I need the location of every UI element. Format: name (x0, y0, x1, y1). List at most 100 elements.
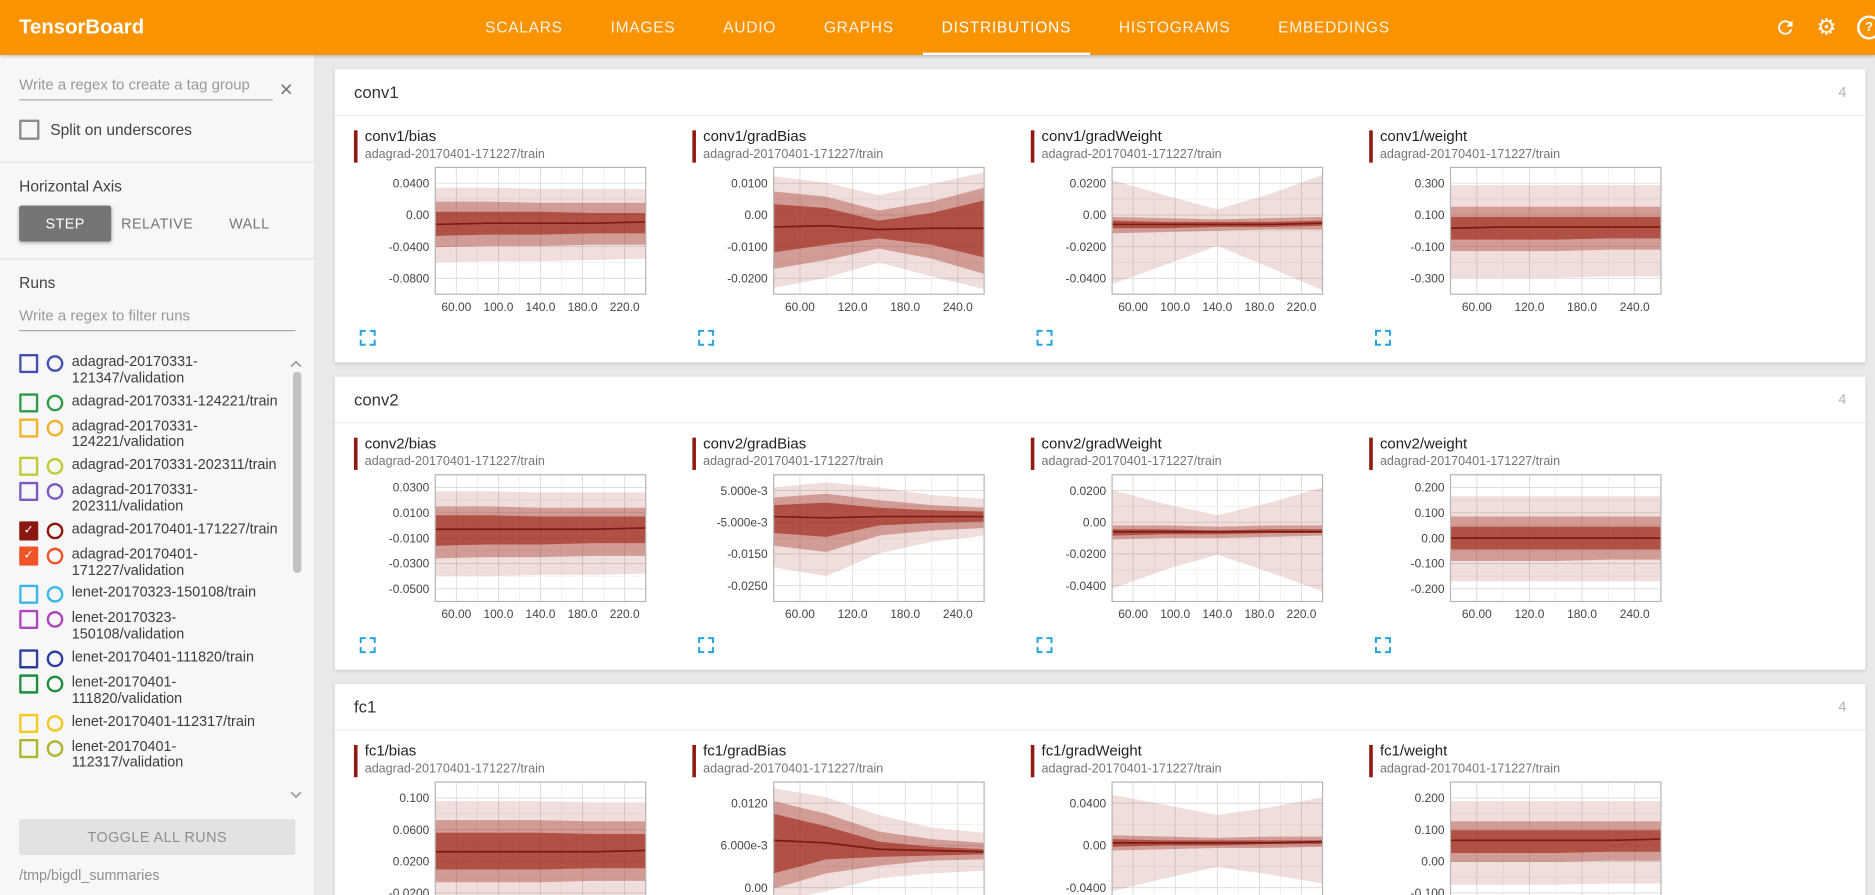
run-row[interactable]: ✓ adagrad-20170331-202311/validation (19, 481, 286, 515)
run-checkbox[interactable]: ✓ (19, 546, 39, 566)
nav-tab[interactable]: EMBEDDINGS (1254, 0, 1414, 55)
run-row[interactable]: ✓ lenet-20170323-150108/validation (19, 609, 286, 643)
run-color-circle-icon[interactable] (46, 355, 64, 372)
run-row[interactable]: ✓ lenet-20170401-112317/validation (19, 738, 286, 771)
log-directory: /tmp/bigdl_summaries (19, 866, 160, 884)
chart-titles: conv1/gradBias adagrad-20170401-171227/t… (703, 128, 883, 163)
settings-gear-icon[interactable]: ⚙ (1814, 14, 1839, 42)
run-color-circle-icon[interactable] (46, 714, 64, 732)
run-checkbox[interactable]: ✓ (19, 418, 39, 438)
run-name: adagrad-20170331-121347/validation (71, 352, 198, 387)
category-body: conv2/bias adagrad-20170401-171227/train… (335, 423, 1866, 669)
category-list: conv1 4 conv1/bias adagrad-20170401-1712… (334, 69, 1866, 895)
run-checkbox[interactable]: ✓ (19, 713, 39, 733)
run-row[interactable]: ✓ adagrad-20170331-124221/validation (19, 417, 286, 451)
chart-run-label: adagrad-20170401-171227/train (703, 147, 884, 162)
chart-run-label: adagrad-20170401-171227/train (1379, 147, 1561, 162)
run-row[interactable]: ✓ adagrad-20170331-202311/train (19, 456, 286, 477)
run-color-circle-icon[interactable] (46, 650, 64, 668)
help-icon[interactable]: ? (1855, 13, 1875, 42)
category-title: conv2 (353, 389, 399, 409)
run-color-circle-icon[interactable] (46, 394, 64, 411)
run-name: lenet-20170401-111820/train (71, 648, 254, 665)
svg-text:0.0400: 0.0400 (1070, 796, 1107, 810)
expand-chart-button[interactable] (695, 634, 718, 657)
svg-text:0.00: 0.00 (406, 208, 430, 222)
run-checkbox[interactable]: ✓ (19, 521, 39, 541)
expand-chart-button[interactable] (695, 326, 718, 349)
run-checkbox[interactable]: ✓ (19, 585, 39, 605)
axis-mode-button[interactable]: STEP (19, 205, 112, 242)
svg-text:0.0300: 0.0300 (393, 481, 430, 495)
category-header[interactable]: fc1 4 (334, 684, 1866, 731)
nav-tab[interactable]: GRAPHS (800, 0, 918, 55)
svg-text:180.0: 180.0 (1244, 607, 1274, 621)
run-row[interactable]: ✓ adagrad-20170401-171227/train (19, 520, 286, 541)
run-color-circle-icon[interactable] (46, 739, 64, 757)
axis-mode-button[interactable]: RELATIVE (111, 206, 203, 242)
run-row[interactable]: ✓ lenet-20170401-111820/validation (19, 673, 286, 707)
run-row[interactable]: ✓ adagrad-20170401-171227/validation (19, 545, 286, 579)
run-row[interactable]: ✓ lenet-20170401-111820/train (19, 648, 286, 669)
scroll-up-icon[interactable] (289, 353, 302, 375)
category-header[interactable]: conv1 4 (334, 69, 1866, 116)
scrollbar-thumb[interactable] (292, 371, 302, 573)
run-checkbox[interactable]: ✓ (19, 610, 39, 630)
nav-tab[interactable]: HISTOGRAMS (1095, 0, 1254, 55)
scroll-down-icon[interactable] (289, 783, 302, 805)
svg-text:120.0: 120.0 (1514, 607, 1544, 621)
expand-chart-button[interactable] (356, 326, 379, 349)
nav-tab[interactable]: AUDIO (699, 0, 800, 55)
chart-card: conv1/gradBias adagrad-20170401-171227/t… (692, 126, 991, 353)
run-row[interactable]: ✓ adagrad-20170331-121347/validation (19, 352, 286, 387)
chart-titles: fc1/gradBias adagrad-20170401-171227/tra… (703, 743, 883, 778)
run-filter-input[interactable] (19, 302, 296, 332)
svg-text:140.0: 140.0 (1202, 607, 1232, 621)
svg-text:-0.0800: -0.0800 (389, 272, 430, 286)
split-underscores-row[interactable]: Split on underscores (19, 119, 295, 140)
category-header[interactable]: conv2 4 (334, 377, 1866, 424)
run-color-circle-icon[interactable] (46, 458, 64, 475)
run-row[interactable]: ✓ lenet-20170401-112317/train (19, 712, 286, 733)
toggle-all-runs-button[interactable]: TOGGLE ALL RUNS (19, 819, 296, 855)
run-color-circle-icon[interactable] (46, 675, 64, 693)
axis-mode-button[interactable]: WALL (203, 206, 295, 242)
tag-filter-input[interactable] (19, 71, 273, 101)
run-color-circle-icon[interactable] (46, 611, 64, 629)
run-name: lenet-20170401-112317/validation (71, 737, 184, 771)
run-checkbox[interactable]: ✓ (19, 674, 39, 694)
chart-run-label: adagrad-20170401-171227/train (1379, 761, 1561, 777)
close-icon[interactable]: × (279, 77, 293, 103)
expand-chart-button[interactable] (1033, 326, 1056, 349)
run-checkbox[interactable]: ✓ (19, 649, 39, 669)
nav-tab[interactable]: IMAGES (587, 0, 700, 55)
run-color-circle-icon[interactable] (46, 547, 64, 565)
run-checkbox[interactable]: ✓ (19, 457, 39, 477)
run-checkbox[interactable]: ✓ (19, 392, 39, 413)
nav-tab[interactable]: SCALARS (461, 0, 586, 55)
runs-scrollbar[interactable] (287, 348, 305, 810)
distribution-plot: 0.300 0.100 -0.100 -0.300 60.00 120.0 180.0 240… (1411, 166, 1662, 314)
run-checkbox[interactable]: ✓ (19, 482, 39, 502)
expand-chart-button[interactable] (1372, 326, 1395, 349)
run-color-circle-icon[interactable] (46, 483, 64, 501)
run-row[interactable]: ✓ adagrad-20170331-124221/train (19, 392, 286, 413)
chart-title: conv2/gradBias (703, 435, 807, 453)
run-name: lenet-20170401-111820/validation (71, 673, 183, 707)
svg-text:60.00: 60.00 (1462, 300, 1492, 314)
refresh-icon[interactable] (1772, 14, 1798, 40)
run-color-circle-icon[interactable] (46, 522, 64, 540)
expand-chart-button[interactable] (356, 634, 379, 657)
svg-text:5.000e-3: 5.000e-3 (721, 484, 768, 498)
run-row[interactable]: ✓ lenet-20170323-150108/train (19, 584, 286, 605)
expand-chart-button[interactable] (1033, 634, 1056, 657)
nav-tab[interactable]: DISTRIBUTIONS (918, 0, 1095, 56)
run-color-circle-icon[interactable] (46, 586, 64, 604)
run-color-circle-icon[interactable] (46, 419, 64, 436)
expand-chart-button[interactable] (1372, 634, 1395, 657)
run-color-bar (692, 744, 696, 778)
run-checkbox[interactable]: ✓ (19, 353, 39, 374)
checkbox-icon[interactable] (19, 119, 40, 140)
run-checkbox[interactable]: ✓ (19, 738, 39, 758)
svg-text:-0.100: -0.100 (1411, 240, 1445, 254)
